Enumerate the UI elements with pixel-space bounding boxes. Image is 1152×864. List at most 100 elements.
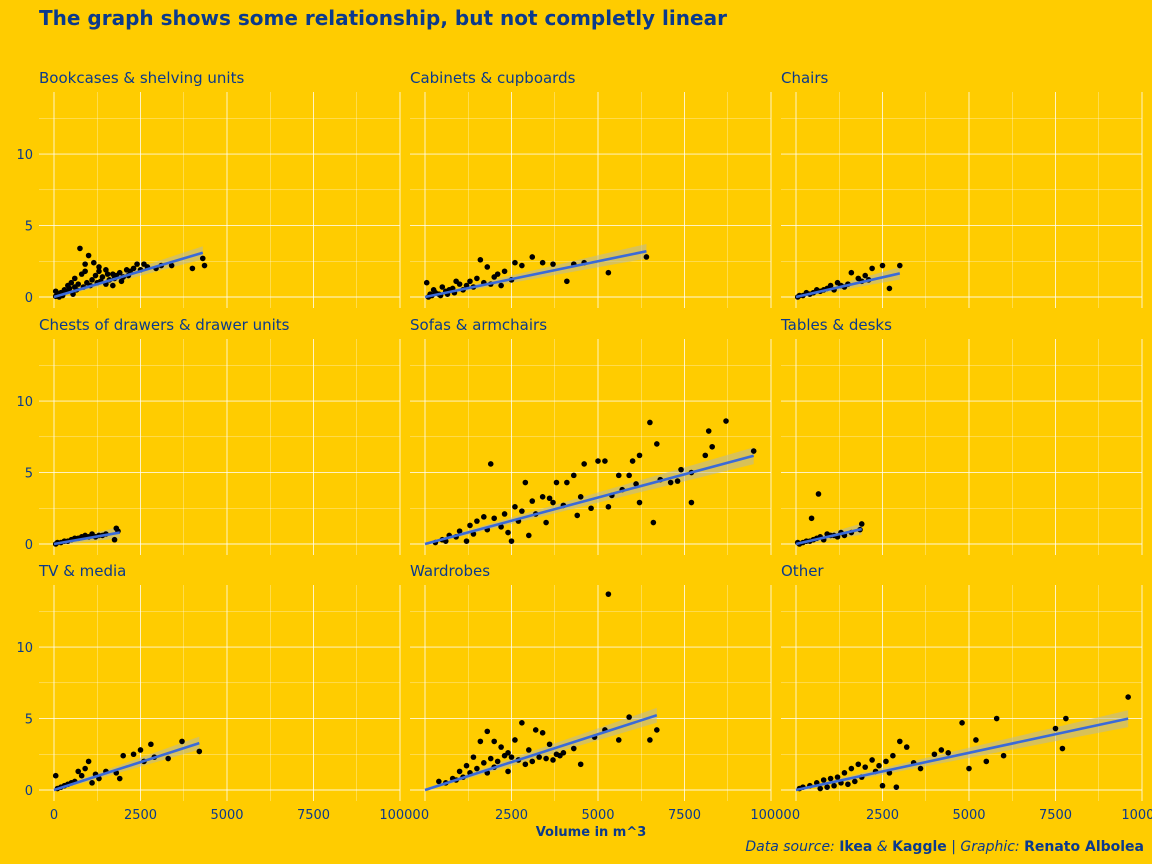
data-point (512, 259, 518, 266)
x-axis-label: Volume in m^3 (536, 825, 647, 840)
data-point (1063, 715, 1069, 722)
data-point (897, 738, 903, 745)
data-point (130, 751, 137, 758)
y-tick-label: 5 (25, 467, 33, 482)
data-point (199, 255, 206, 262)
data-point (897, 262, 903, 269)
x-tick-label: 5000 (581, 808, 614, 823)
data-point (498, 282, 504, 289)
data-point (750, 448, 757, 454)
data-point (1052, 725, 1059, 732)
regression-line (53, 741, 200, 792)
data-point (959, 720, 965, 726)
data-point (879, 782, 886, 789)
data-point (196, 748, 203, 755)
regression-line (53, 251, 204, 299)
regression-line (795, 527, 863, 546)
data-point (96, 268, 102, 275)
caption: Data source: Ikea & Kaggle | Graphic: Re… (745, 839, 1144, 855)
y-tick-label: 10 (16, 395, 33, 410)
facet-title: Chairs (781, 69, 829, 87)
data-point (848, 269, 855, 276)
x-tick-label: 2500 (866, 808, 899, 823)
facet-title: Chests of drawers & drawer units (39, 316, 290, 334)
x-tick-label: 10000 (750, 808, 791, 823)
data-point (1000, 752, 1007, 759)
data-point (827, 775, 834, 782)
data-point (931, 751, 938, 758)
data-point (78, 772, 85, 779)
data-point (643, 254, 650, 260)
x-tick-label: 2500 (124, 808, 157, 823)
data-point (529, 254, 536, 260)
data-point (148, 741, 154, 748)
data-point (512, 737, 518, 743)
x-tick-label: 5000 (210, 808, 243, 823)
data-point (543, 519, 549, 526)
data-point (463, 538, 470, 544)
data-point (456, 768, 463, 775)
data-point (705, 428, 712, 434)
data-point (85, 252, 92, 259)
data-point (973, 737, 979, 743)
data-point (890, 752, 896, 759)
data-point (615, 472, 622, 479)
data-point (494, 758, 501, 765)
data-point (430, 287, 437, 293)
data-point (498, 744, 504, 750)
data-point (869, 265, 875, 272)
facet-panel: Chests of drawers & drawer units 0 5 10 (16, 316, 401, 555)
data-point (831, 782, 837, 789)
caption-prefix: Data source: (745, 839, 839, 855)
data-point (636, 452, 643, 459)
data-point (467, 278, 473, 285)
data-point (539, 259, 546, 266)
data-point (570, 745, 577, 752)
x-tick-label: 0 (421, 808, 429, 823)
data-point (491, 274, 498, 280)
data-point (116, 775, 123, 782)
x-tick-label: 10000 (379, 808, 420, 823)
data-point (654, 441, 660, 447)
data-point (501, 268, 508, 275)
caption-author: Renato Albolea (1024, 839, 1144, 855)
x-tick-label: 7500 (1039, 808, 1072, 823)
data-point (82, 765, 88, 772)
data-point (120, 752, 126, 759)
data-point (439, 284, 446, 290)
data-point (817, 785, 824, 792)
data-point (808, 515, 815, 522)
x-tick-label: 7500 (668, 808, 701, 823)
facet-panel: TV & media 0 5 10 0 2500 5000 7500 10000 (16, 562, 420, 823)
data-point (85, 758, 92, 765)
data-point (709, 443, 715, 450)
data-point (89, 780, 95, 786)
data-point (834, 279, 841, 286)
data-point (841, 770, 848, 776)
caption-source-kaggle: Kaggle (892, 839, 947, 855)
data-point (99, 274, 106, 280)
y-tick-label: 0 (25, 538, 33, 553)
data-point (481, 514, 487, 520)
data-point (626, 472, 632, 479)
data-point (602, 458, 608, 464)
data-point (532, 727, 539, 733)
data-point (111, 536, 118, 543)
data-point (815, 491, 822, 497)
y-tick-label: 10 (16, 641, 33, 656)
data-point (636, 499, 643, 506)
data-point (168, 262, 175, 269)
data-point (581, 461, 587, 467)
data-point (886, 285, 893, 292)
data-point (605, 591, 612, 597)
data-point (588, 505, 594, 512)
data-point (71, 284, 78, 290)
data-point (855, 275, 862, 282)
x-tick-label: 5000 (952, 808, 985, 823)
data-point (993, 715, 1000, 722)
data-point (574, 512, 581, 519)
data-point (104, 271, 111, 277)
regression-line (424, 249, 647, 299)
caption-amp: & (872, 839, 892, 855)
